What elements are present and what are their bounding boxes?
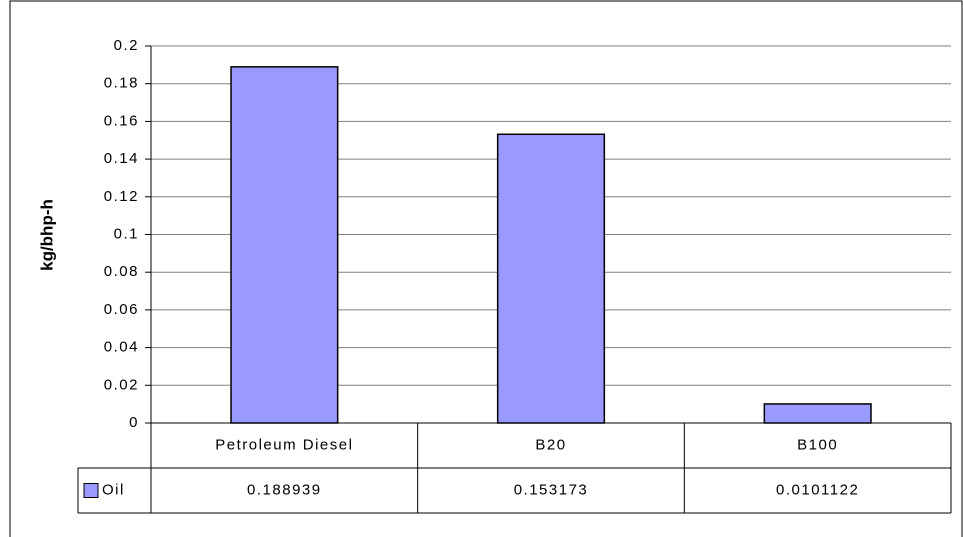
legend-key (83, 483, 99, 498)
y-tick-label: 0.2 (114, 37, 139, 54)
y-tick-label: 0.06 (104, 301, 139, 318)
y-tick-label: 0.18 (104, 75, 139, 92)
bar (230, 66, 339, 424)
bar (763, 403, 872, 424)
table-value: 0.0101122 (776, 481, 859, 498)
legend-label: Oil (102, 481, 125, 498)
y-axis-label: kg/bhp-h (37, 199, 56, 271)
chart-frame (9, 0, 963, 537)
y-tick-label: 0.02 (104, 376, 139, 393)
x-tick-label: B100 (797, 436, 838, 453)
x-tick-label: B20 (535, 436, 566, 453)
x-tick-label: Petroleum Diesel (215, 436, 353, 453)
table-value: 0.188939 (247, 481, 322, 498)
y-tick-label: 0.16 (104, 112, 139, 129)
y-tick-label: 0.04 (104, 339, 139, 356)
table-value: 0.153173 (514, 481, 589, 498)
y-tick-label: 0.14 (104, 150, 139, 167)
y-tick-label: 0.08 (104, 263, 139, 280)
y-tick-label: 0 (129, 414, 139, 431)
y-tick-label: 0.1 (114, 225, 139, 242)
y-tick-label: 0.12 (104, 188, 139, 205)
bar (496, 133, 606, 424)
